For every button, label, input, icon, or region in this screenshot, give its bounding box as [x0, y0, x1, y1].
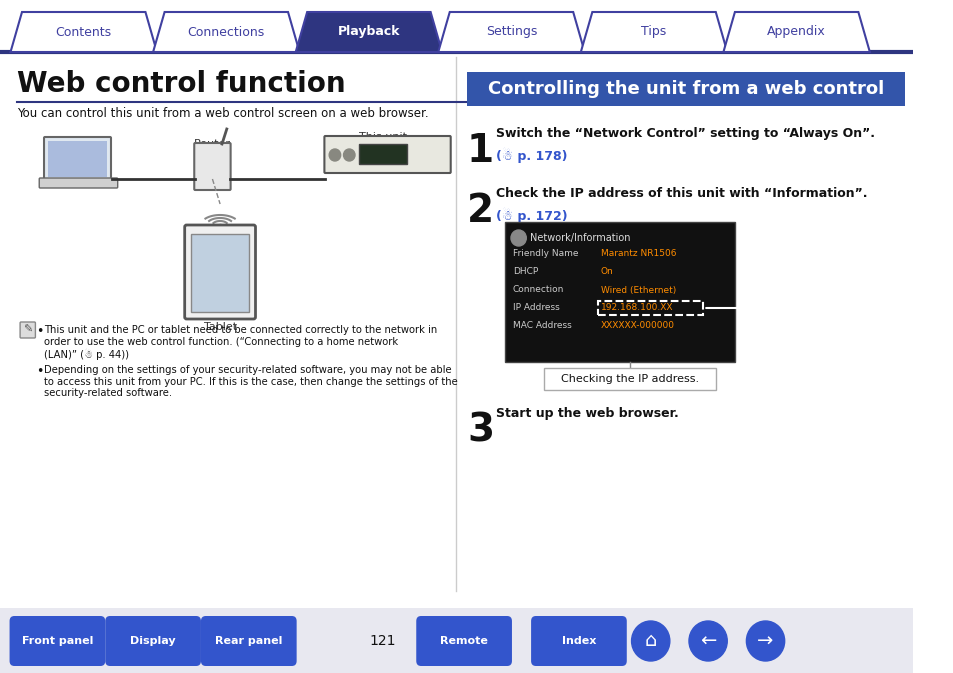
- Text: You can control this unit from a web control screen on a web browser.: You can control this unit from a web con…: [17, 107, 429, 120]
- Text: Contents: Contents: [55, 26, 112, 38]
- Text: This unit and the PC or tablet need to be connected correctly to the network in
: This unit and the PC or tablet need to b…: [44, 325, 436, 360]
- Text: Tips: Tips: [640, 26, 666, 38]
- Polygon shape: [152, 12, 299, 52]
- Text: Marantz NR1506: Marantz NR1506: [600, 250, 676, 258]
- Text: Display: Display: [131, 636, 175, 646]
- Text: 2: 2: [466, 192, 494, 230]
- Text: XXXXXX-000000: XXXXXX-000000: [600, 322, 674, 330]
- FancyBboxPatch shape: [192, 234, 249, 312]
- FancyBboxPatch shape: [505, 222, 734, 362]
- Text: Front panel: Front panel: [22, 636, 93, 646]
- Circle shape: [688, 621, 726, 661]
- Text: Start up the web browser.: Start up the web browser.: [496, 407, 678, 420]
- Text: Playback: Playback: [337, 26, 399, 38]
- Text: Rear panel: Rear panel: [214, 636, 282, 646]
- Text: Network/Information: Network/Information: [530, 233, 630, 243]
- Text: 192.168.100.XX: 192.168.100.XX: [600, 304, 673, 312]
- Polygon shape: [10, 12, 157, 52]
- Text: Index: Index: [561, 636, 596, 646]
- Polygon shape: [437, 12, 584, 52]
- FancyBboxPatch shape: [201, 616, 296, 666]
- Text: MAC Address: MAC Address: [513, 322, 571, 330]
- Circle shape: [329, 149, 340, 161]
- Text: Wired (Ethernet): Wired (Ethernet): [600, 285, 676, 295]
- Text: ✎: ✎: [23, 325, 32, 335]
- FancyBboxPatch shape: [48, 141, 107, 177]
- FancyBboxPatch shape: [20, 322, 35, 338]
- Text: (☃ p. 178): (☃ p. 178): [496, 148, 567, 164]
- FancyBboxPatch shape: [358, 144, 406, 164]
- Circle shape: [631, 621, 669, 661]
- Polygon shape: [722, 12, 869, 52]
- Text: Web control function: Web control function: [17, 70, 346, 98]
- Text: Remote: Remote: [439, 636, 488, 646]
- FancyBboxPatch shape: [466, 72, 904, 106]
- Text: Checking the IP address.: Checking the IP address.: [560, 374, 698, 384]
- Text: Appendix: Appendix: [766, 26, 825, 38]
- Text: Friendly Name: Friendly Name: [513, 250, 578, 258]
- Text: (☃ p. 172): (☃ p. 172): [496, 208, 567, 223]
- Circle shape: [343, 149, 355, 161]
- Text: →: →: [757, 631, 773, 651]
- FancyBboxPatch shape: [44, 137, 111, 181]
- FancyBboxPatch shape: [105, 616, 201, 666]
- Text: Switch the “Network Control” setting to “Always On”.: Switch the “Network Control” setting to …: [496, 127, 874, 140]
- Text: 1: 1: [466, 132, 494, 170]
- Text: ←: ←: [700, 631, 716, 651]
- Text: On: On: [600, 267, 613, 277]
- Circle shape: [745, 621, 784, 661]
- FancyBboxPatch shape: [185, 225, 255, 319]
- FancyBboxPatch shape: [0, 608, 912, 673]
- Text: •: •: [36, 365, 44, 378]
- Text: DHCP: DHCP: [513, 267, 537, 277]
- Text: This unit: This unit: [358, 132, 406, 142]
- Text: 121: 121: [369, 634, 395, 648]
- FancyBboxPatch shape: [10, 616, 105, 666]
- FancyBboxPatch shape: [416, 616, 512, 666]
- FancyBboxPatch shape: [324, 136, 450, 173]
- Text: 3: 3: [466, 412, 494, 450]
- Text: Router: Router: [193, 139, 231, 149]
- Polygon shape: [580, 12, 726, 52]
- FancyBboxPatch shape: [531, 616, 626, 666]
- Text: ⌂: ⌂: [644, 631, 657, 651]
- Polygon shape: [295, 12, 441, 52]
- Text: PC: PC: [71, 139, 86, 149]
- Text: Settings: Settings: [485, 26, 537, 38]
- Text: Check the IP address of this unit with “Information”.: Check the IP address of this unit with “…: [496, 187, 866, 200]
- Circle shape: [511, 230, 526, 246]
- Text: Connections: Connections: [188, 26, 265, 38]
- Text: Controlling the unit from a web control: Controlling the unit from a web control: [488, 80, 883, 98]
- Text: •: •: [36, 325, 44, 338]
- Text: Tablet: Tablet: [203, 322, 236, 332]
- Text: Depending on the settings of your security-related software, you may not be able: Depending on the settings of your securi…: [44, 365, 457, 398]
- FancyBboxPatch shape: [39, 178, 117, 188]
- Text: Connection: Connection: [513, 285, 563, 295]
- Text: IP Address: IP Address: [513, 304, 559, 312]
- FancyBboxPatch shape: [543, 368, 715, 390]
- FancyBboxPatch shape: [194, 143, 231, 190]
